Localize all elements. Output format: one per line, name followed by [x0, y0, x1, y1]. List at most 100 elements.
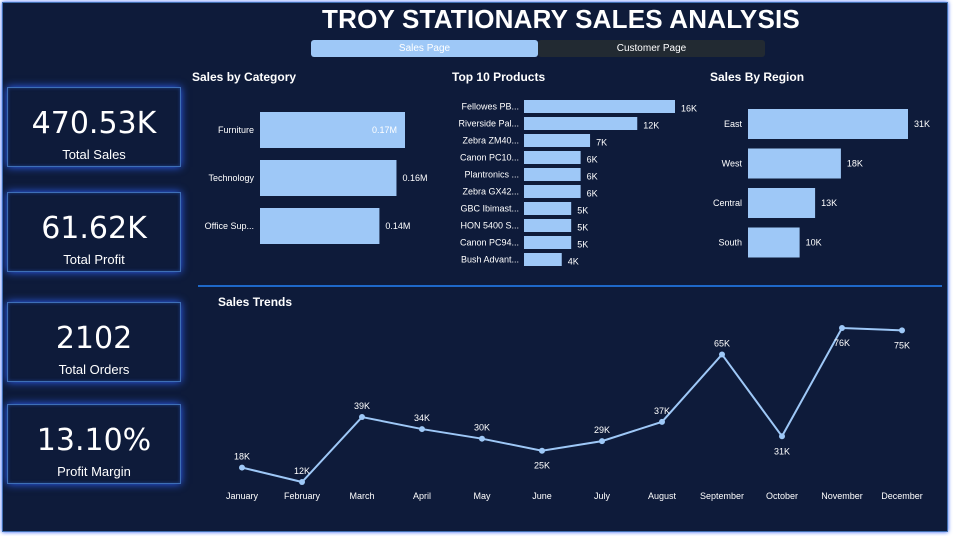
product-bar: [524, 236, 572, 249]
product-bar: [524, 253, 562, 266]
category-value-label: 0.14M: [385, 221, 410, 231]
sales-trend-point: [779, 433, 785, 440]
region-label: East: [724, 119, 743, 129]
sales-trend-point: [719, 351, 725, 358]
kpi-label: Total Profit: [63, 252, 125, 267]
category-label: Furniture: [218, 125, 254, 135]
sales-trend-point: [299, 479, 305, 485]
sales-trend-point: [659, 418, 665, 425]
trends-chart-title: Sales Trends: [218, 295, 293, 309]
region-bar: [748, 109, 908, 139]
product-label: Canon PC94...: [460, 238, 519, 248]
kpi-card-total-profit: 61.62K Total Profit: [7, 192, 181, 272]
sales-trend-value-label: 18K: [234, 452, 250, 462]
region-value-label: 10K: [806, 238, 822, 248]
region-bar: [748, 227, 800, 258]
sales-trend-value-label: 34K: [414, 413, 430, 423]
sales-trend-point: [899, 327, 905, 334]
product-value-label: 5K: [577, 223, 588, 233]
tab-sales-page[interactable]: Sales Page: [311, 40, 538, 57]
region-bar: [748, 148, 841, 179]
products-chart-title: Top 10 Products: [452, 70, 546, 84]
kpi-card-profit-margin: 13.10% Profit Margin: [7, 404, 181, 484]
kpi-value: 2102: [55, 321, 133, 356]
product-bar: [524, 219, 572, 232]
region-label: South: [718, 238, 742, 248]
sales-trend-value-label: 76K: [834, 338, 850, 348]
product-bar: [524, 151, 581, 164]
month-tick-label: September: [700, 491, 744, 501]
category-chart-title: Sales by Category: [192, 70, 297, 84]
region-label: Central: [713, 198, 742, 208]
region-label: West: [722, 159, 743, 169]
region-chart-title: Sales By Region: [710, 70, 805, 84]
sales-trend-point: [839, 325, 845, 331]
product-label: Riverside Pal...: [458, 119, 519, 129]
kpi-value: 470.53K: [31, 106, 157, 141]
sales-trend-value-label: 12K: [294, 466, 310, 476]
category-value-label: 0.17M: [372, 125, 397, 135]
sales-trend-point: [419, 426, 425, 433]
page-title: TROY STATIONARY SALES ANALYSIS: [322, 4, 800, 34]
product-value-label: 4K: [568, 257, 579, 267]
region-bar: [748, 188, 816, 218]
product-bar: [524, 168, 581, 181]
sales-trend-point: [479, 435, 485, 442]
product-label: Canon PC10...: [460, 153, 519, 163]
product-bar: [524, 134, 591, 147]
product-label: Plantronics ...: [464, 170, 519, 180]
month-tick-label: April: [413, 491, 431, 501]
product-label: Zebra ZM40...: [462, 136, 519, 146]
month-tick-label: December: [881, 491, 923, 501]
sales-trend-point: [539, 447, 545, 454]
sales-trend-value-label: 25K: [534, 461, 550, 471]
product-bar: [524, 117, 638, 130]
category-label: Office Sup...: [205, 221, 254, 231]
product-bar: [524, 100, 675, 113]
product-value-label: 16K: [681, 104, 697, 114]
product-label: GBC Ibimast...: [460, 204, 519, 214]
month-tick-label: March: [349, 491, 374, 501]
product-value-label: 12K: [643, 121, 659, 131]
category-value-label: 0.16M: [402, 173, 427, 183]
product-label: Bush Advant...: [461, 255, 519, 265]
sales-trend-value-label: 75K: [894, 340, 910, 350]
kpi-label: Total Orders: [58, 362, 130, 377]
product-label: Fellowes PB...: [461, 102, 519, 112]
product-value-label: 5K: [577, 206, 588, 216]
product-value-label: 5K: [577, 240, 588, 250]
product-value-label: 7K: [596, 138, 607, 148]
product-value-label: 6K: [587, 155, 598, 165]
sales-trend-line: [241, 326, 903, 484]
sales-trend-point: [359, 414, 365, 421]
region-value-label: 18K: [847, 159, 863, 169]
month-tick-label: July: [594, 491, 611, 501]
sales-trend-value-label: 65K: [714, 338, 730, 348]
sales-trend-point: [599, 438, 605, 445]
tab-customer-page[interactable]: Customer Page: [538, 40, 765, 57]
region-value-label: 31K: [914, 119, 930, 129]
kpi-value: 13.10%: [36, 423, 152, 458]
kpi-card-total-sales: 470.53K Total Sales: [7, 87, 181, 167]
product-bar: [524, 185, 581, 198]
sales-trend-value-label: 39K: [354, 401, 370, 411]
kpi-value: 61.62K: [41, 211, 147, 246]
region-value-label: 13K: [821, 198, 837, 208]
sales-trend-value-label: 31K: [774, 446, 790, 456]
month-tick-label: August: [648, 491, 677, 501]
sales-trend-value-label: 29K: [594, 425, 610, 435]
kpi-label: Total Sales: [62, 147, 126, 162]
product-label: HON 5400 S...: [460, 221, 519, 231]
product-value-label: 6K: [587, 189, 598, 199]
month-tick-label: November: [821, 491, 863, 501]
category-label: Technology: [208, 173, 254, 183]
month-tick-label: October: [766, 491, 798, 501]
month-tick-label: May: [473, 491, 491, 501]
product-bar: [524, 202, 572, 215]
month-tick-label: June: [532, 491, 552, 501]
sales-trend-value-label: 37K: [654, 406, 670, 416]
category-bar: [260, 160, 397, 196]
month-tick-label: February: [284, 491, 321, 501]
month-tick-label: January: [226, 491, 259, 501]
